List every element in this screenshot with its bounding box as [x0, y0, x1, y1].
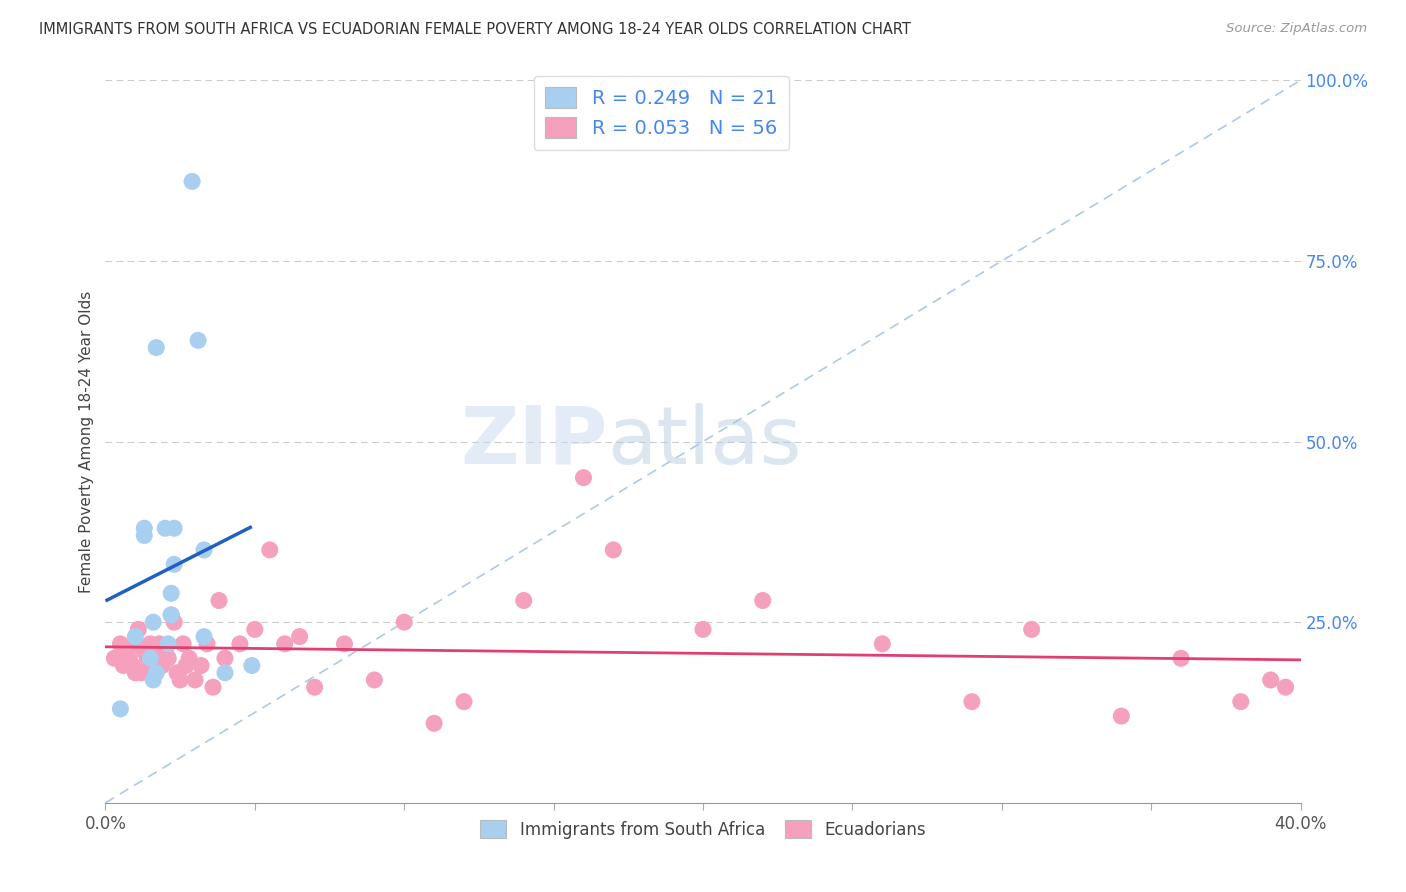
Point: [163, 558, 186, 572]
Text: IMMIGRANTS FROM SOUTH AFRICA VS ECUADORIAN FEMALE POVERTY AMONG 18-24 YEAR OLDS : IMMIGRANTS FROM SOUTH AFRICA VS ECUADORI…: [39, 22, 911, 37]
Point: [1111, 709, 1133, 723]
Point: [190, 658, 212, 673]
Point: [572, 470, 595, 484]
Point: [423, 716, 446, 731]
Point: [129, 665, 153, 680]
Point: [110, 637, 132, 651]
Point: [160, 607, 183, 622]
Point: [240, 658, 263, 673]
Point: [139, 651, 162, 665]
Point: [1021, 623, 1043, 637]
Point: [121, 658, 143, 673]
Text: Source: ZipAtlas.com: Source: ZipAtlas.com: [1226, 22, 1367, 36]
Point: [259, 542, 281, 557]
Point: [139, 637, 162, 651]
Point: [134, 521, 156, 535]
Point: [157, 651, 180, 665]
Point: [112, 658, 135, 673]
Point: [187, 334, 209, 348]
Point: [142, 673, 165, 687]
Point: [110, 702, 132, 716]
Text: atlas: atlas: [607, 402, 801, 481]
Point: [1170, 651, 1192, 665]
Point: [304, 680, 326, 694]
Point: [148, 637, 170, 651]
Point: [103, 651, 125, 665]
Point: [163, 521, 186, 535]
Point: [177, 651, 201, 665]
Point: [273, 637, 295, 651]
Point: [169, 673, 191, 687]
Point: [160, 586, 183, 600]
Point: [145, 341, 167, 355]
Point: [243, 623, 266, 637]
Point: [166, 665, 188, 680]
Point: [142, 658, 165, 673]
Point: [229, 637, 252, 651]
Point: [214, 651, 236, 665]
Point: [115, 644, 138, 658]
Point: [174, 658, 197, 673]
Point: [118, 651, 141, 665]
Point: [960, 695, 983, 709]
Point: [150, 658, 173, 673]
Point: [136, 651, 159, 665]
Point: [602, 542, 624, 557]
Point: [1229, 695, 1253, 709]
Point: [160, 607, 183, 622]
Point: [155, 521, 177, 535]
Point: [134, 644, 156, 658]
Point: [872, 637, 894, 651]
Point: [692, 623, 714, 637]
Point: [172, 637, 194, 651]
Point: [214, 665, 236, 680]
Point: [145, 651, 167, 665]
Point: [202, 680, 225, 694]
Point: [513, 593, 536, 607]
Point: [124, 665, 146, 680]
Point: [394, 615, 416, 630]
Point: [453, 695, 475, 709]
Point: [127, 623, 149, 637]
Point: [184, 673, 207, 687]
Point: [142, 615, 165, 630]
Point: [195, 637, 218, 651]
Point: [288, 630, 311, 644]
Point: [163, 615, 186, 630]
Point: [1274, 680, 1296, 694]
Point: [193, 542, 215, 557]
Point: [157, 637, 180, 651]
Point: [1260, 673, 1282, 687]
Point: [208, 593, 231, 607]
Point: [363, 673, 385, 687]
Point: [145, 665, 167, 680]
Y-axis label: Female Poverty Among 18-24 Year Olds: Female Poverty Among 18-24 Year Olds: [79, 291, 94, 592]
Point: [181, 174, 204, 188]
Text: ZIP: ZIP: [460, 402, 607, 481]
Point: [124, 630, 146, 644]
Legend: Immigrants from South Africa, Ecuadorians: Immigrants from South Africa, Ecuadorian…: [470, 810, 936, 848]
Point: [193, 630, 215, 644]
Point: [333, 637, 356, 651]
Point: [155, 644, 177, 658]
Point: [124, 637, 146, 651]
Point: [134, 528, 156, 542]
Point: [751, 593, 773, 607]
